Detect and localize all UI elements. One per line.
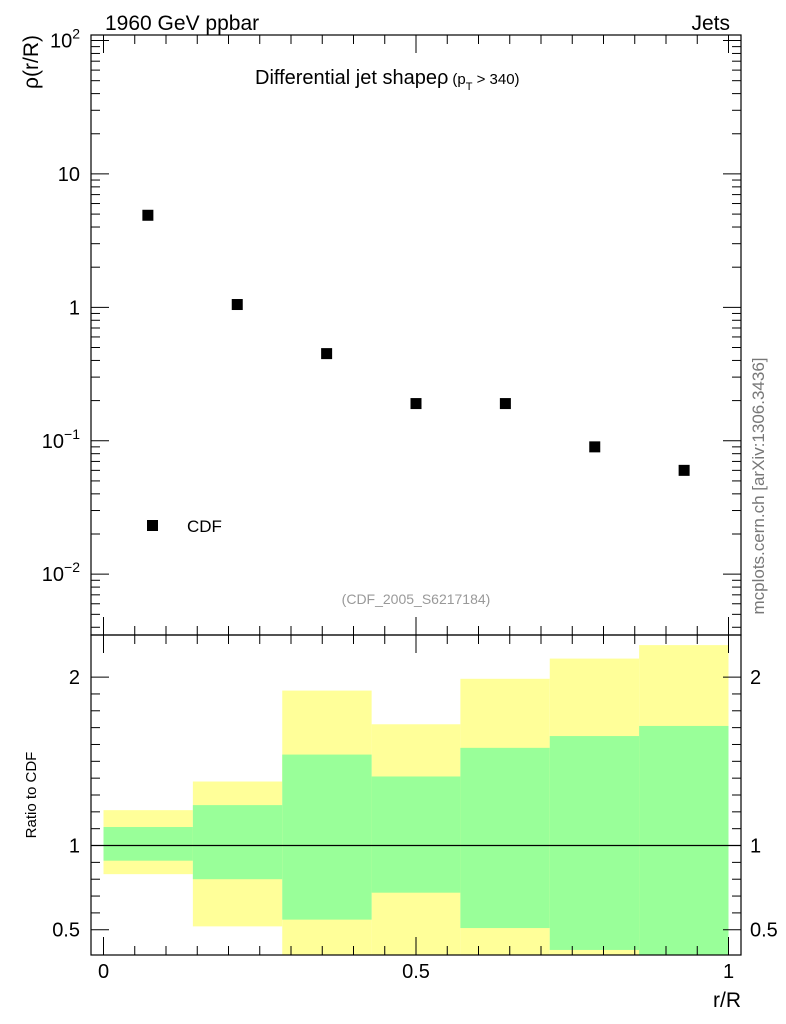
x-tick-label: 1 — [723, 961, 734, 983]
main-y-tick-label: 10 — [58, 164, 80, 186]
ratio-band-inner — [639, 725, 729, 955]
x-tick-label: 0.5 — [402, 961, 430, 983]
main-y-tick-label: 102 — [50, 26, 80, 53]
plot-title-sub-t: T — [466, 81, 473, 93]
ratio-band-inner — [460, 747, 550, 929]
plot-title: Differential jet shapeρ (pT > 340) — [255, 67, 520, 93]
main-y-tick-label: 10−2 — [42, 559, 80, 586]
ratio-y-tick-label-right: 0.5 — [750, 920, 778, 942]
side-credit: mcplots.cern.ch [arXiv:1306.3436] — [749, 357, 768, 614]
legend-marker — [147, 520, 158, 531]
data-point — [231, 299, 243, 311]
main-y-ticks: 102 10 1 10−1 10−2 — [42, 26, 741, 628]
data-point — [499, 398, 511, 410]
ratio-band-inner — [282, 754, 372, 920]
main-y-tick-label: 1 — [69, 297, 80, 319]
main-x-ticks — [103, 35, 729, 635]
main-y-axis-label: ρ(r/R) — [20, 35, 43, 89]
data-point — [678, 464, 690, 476]
header-right: Jets — [691, 12, 730, 35]
ratio-y-tick-label-left: 2 — [69, 667, 80, 689]
ratio-bands — [103, 645, 729, 955]
data-point — [142, 209, 154, 221]
data-points — [142, 209, 690, 476]
analysis-watermark: (CDF_2005_S6217184) — [342, 591, 491, 607]
data-point — [321, 348, 333, 360]
plot-title-main: Differential jet shapeρ — [255, 67, 448, 89]
header-left: 1960 GeV ppbar — [105, 12, 259, 35]
ratio-y-tick-label-right: 1 — [750, 836, 761, 858]
ratio-y-axis-label: Ratio to CDF — [23, 752, 40, 839]
ratio-plot-panel: 2 21 10.5 0.5 0 0.5 1 Ratio to CDF r/R — [23, 634, 778, 1012]
data-point — [589, 441, 601, 453]
ratio-band-inner — [371, 776, 461, 893]
plot-title-sub-p: (p — [452, 71, 465, 88]
ratio-band-inner — [549, 736, 640, 950]
ratio-band-inner — [103, 827, 193, 861]
ratio-y-tick-label-left: 1 — [69, 836, 80, 858]
main-y-tick-label: 10−1 — [42, 426, 80, 453]
main-plot-panel: 102 10 1 10−1 10−2 Differential jet shapeρ (p… — [20, 26, 742, 636]
ratio-y-tick-label-left: 0.5 — [52, 920, 80, 942]
x-axis-label: r/R — [713, 989, 741, 1012]
legend-label: CDF — [187, 517, 222, 536]
ratio-y-tick-label-right: 2 — [750, 667, 761, 689]
data-point — [410, 398, 422, 410]
ratio-y-ticks: 2 2 1 1 0.5 0.5 — [52, 667, 778, 942]
main-plot-frame — [90, 34, 742, 636]
ratio-x-ticks: 0 0.5 1 — [98, 635, 734, 983]
ratio-band-inner — [192, 805, 283, 880]
x-tick-label: 0 — [98, 961, 109, 983]
plot-title-sub-rest: > 340) — [472, 71, 519, 88]
